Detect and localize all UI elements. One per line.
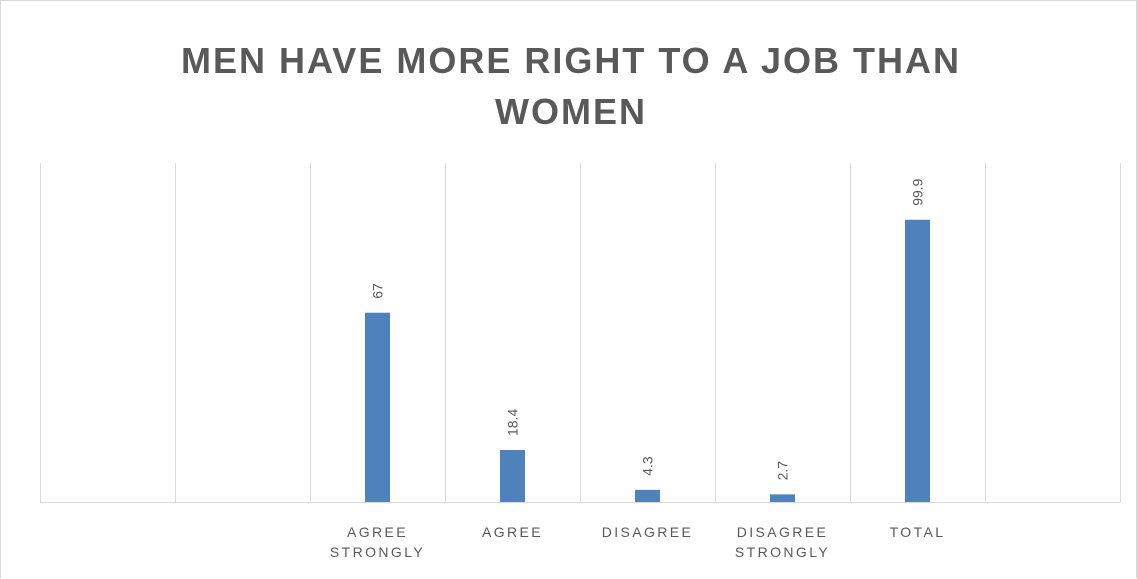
x-tick-label: AGREE — [482, 524, 543, 540]
data-label: 4.3 — [640, 456, 656, 476]
x-tick-label: DISAGREE — [602, 524, 694, 540]
bar-agree — [500, 450, 525, 502]
bar-disagree-strongly — [770, 494, 795, 502]
x-tick-label: TOTAL — [890, 524, 946, 540]
bar-disagree — [635, 489, 660, 502]
bar-agree-strongly — [365, 312, 390, 502]
bar-total — [905, 219, 930, 502]
data-label: 99.9 — [910, 178, 926, 205]
data-label: 2.7 — [775, 461, 791, 481]
x-tick-label: DISAGREE STRONGLY — [735, 524, 830, 560]
data-label: 18.4 — [505, 409, 521, 436]
x-tick-label: AGREE STRONGLY — [330, 524, 425, 560]
chart-title: MEN HAVE MORE RIGHT TO A JOB THAN WOMEN — [180, 40, 962, 132]
data-label: 67 — [370, 283, 386, 299]
